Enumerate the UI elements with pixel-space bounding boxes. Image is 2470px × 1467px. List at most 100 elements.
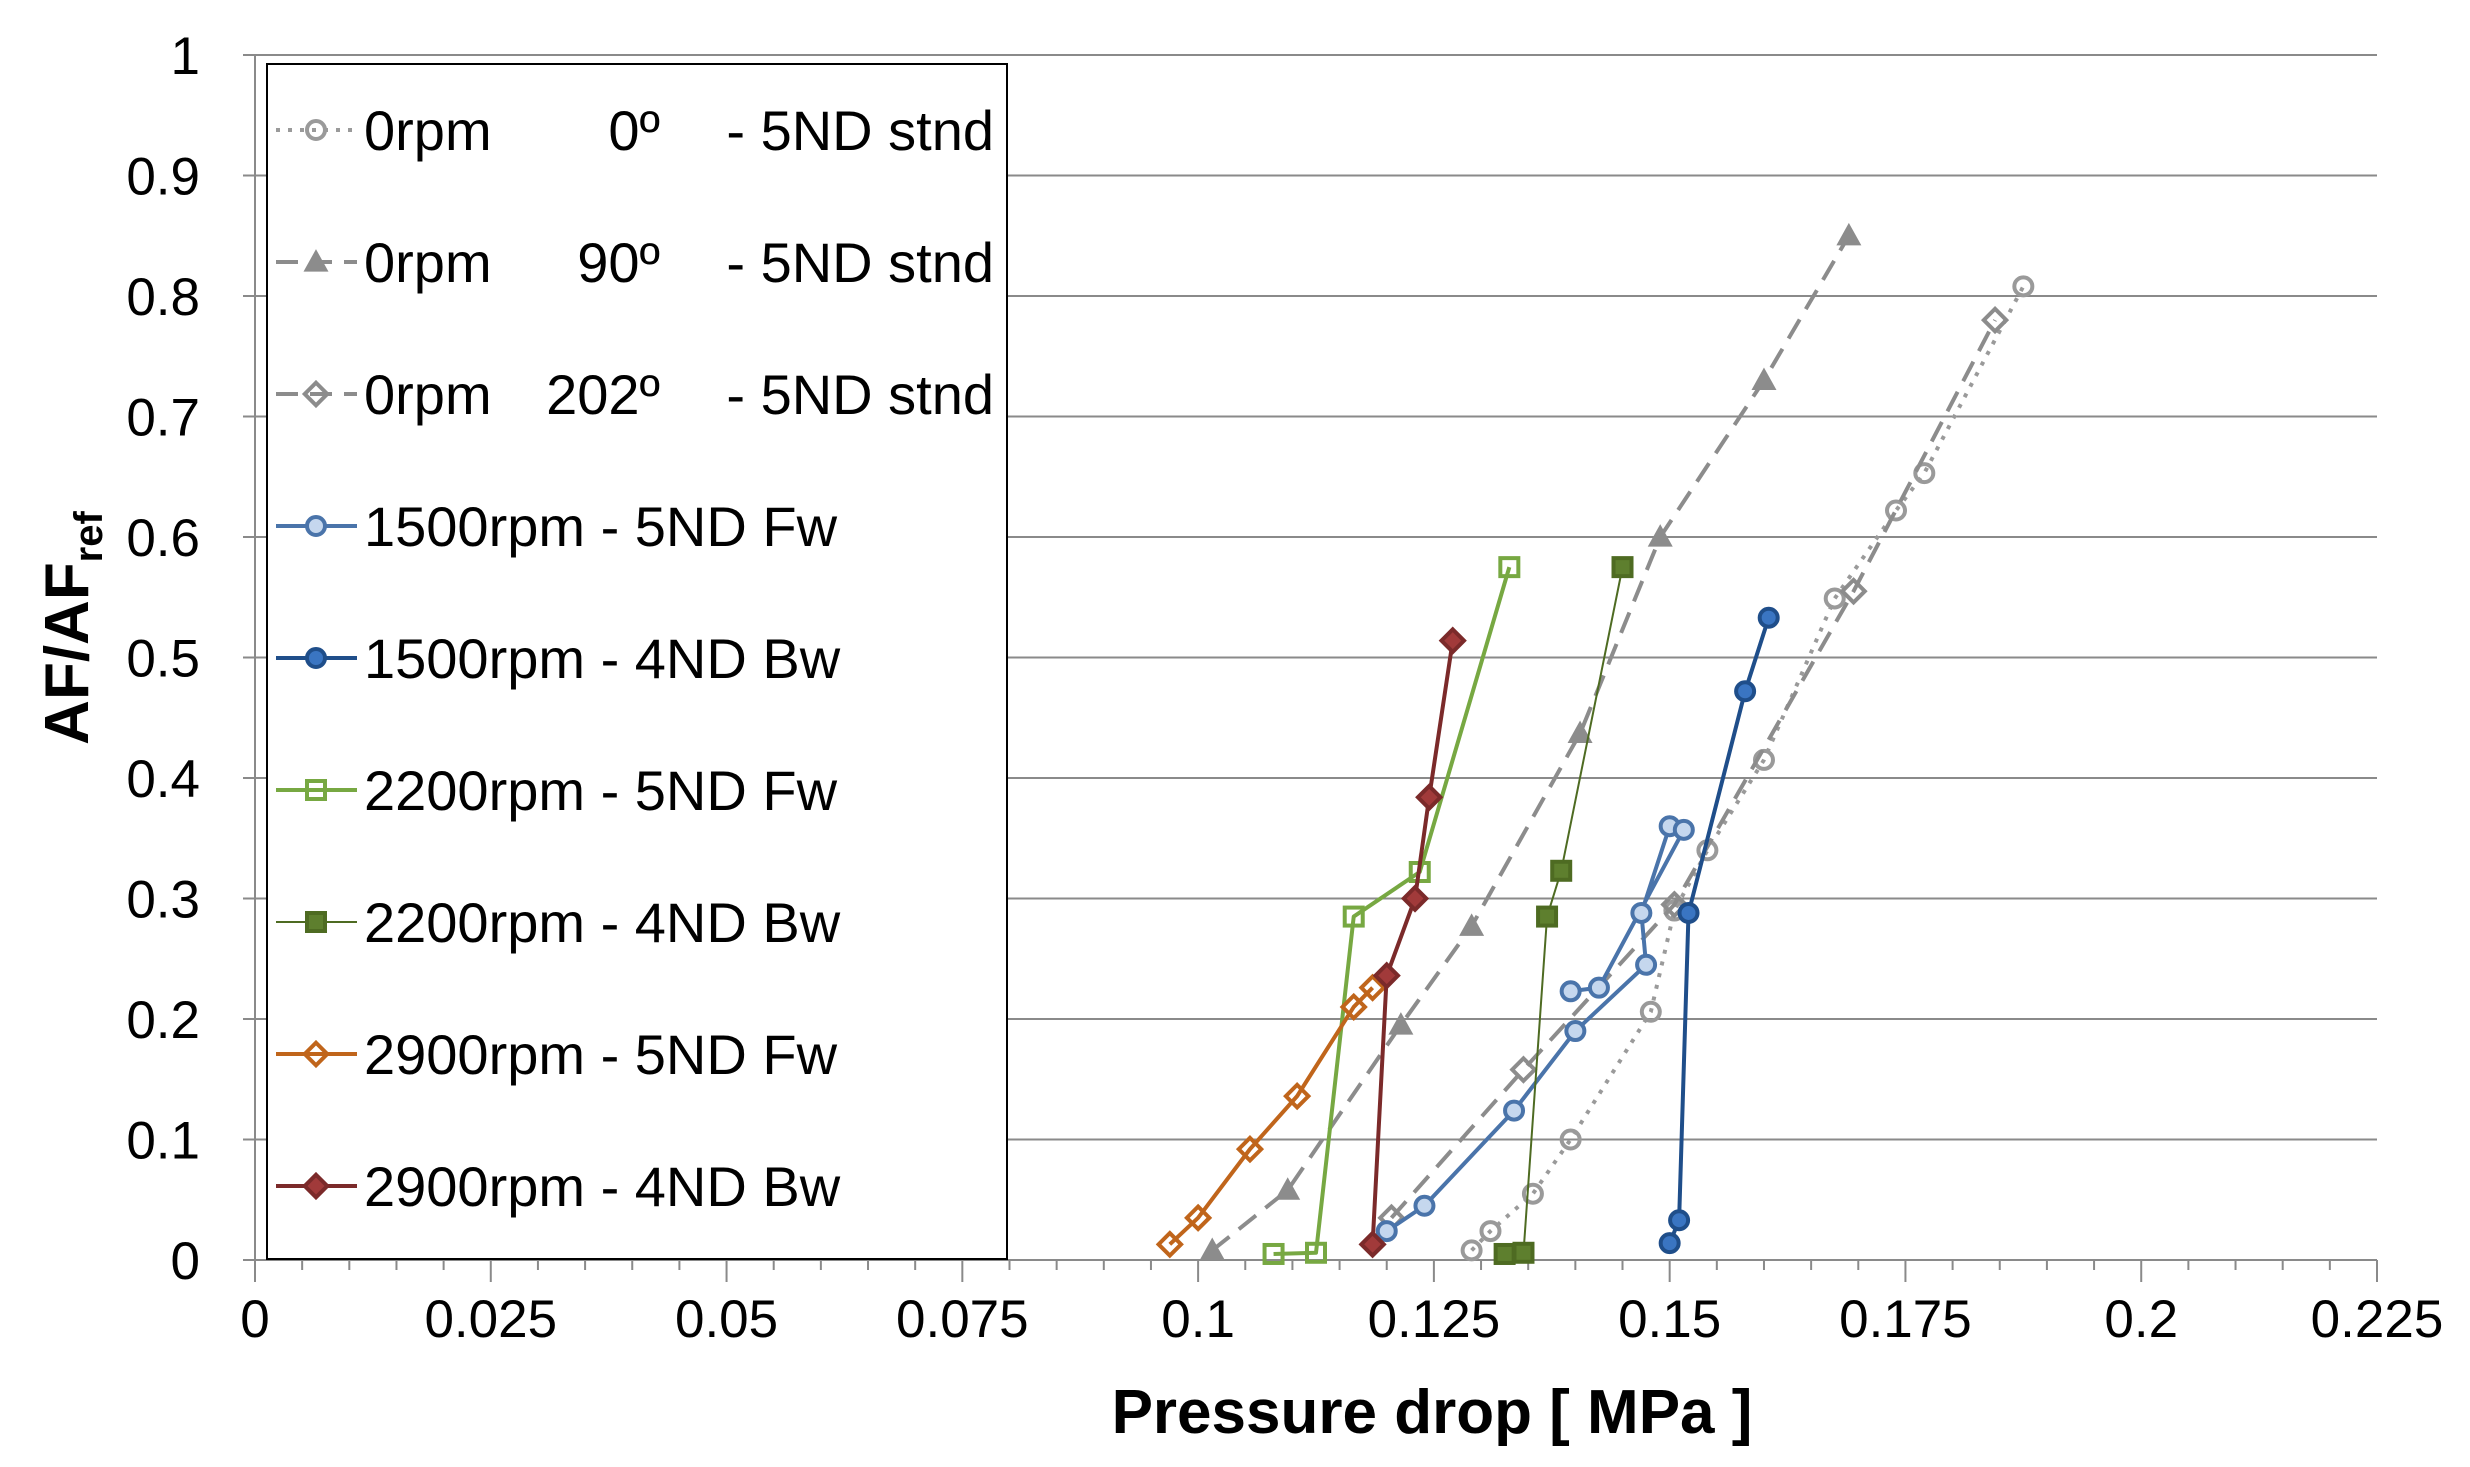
data-point	[1375, 1220, 1398, 1243]
series-8	[1155, 973, 1387, 1259]
data-point	[1199, 1237, 1225, 1260]
x-axis-title: Pressure drop [ MPa ]	[1112, 1378, 1753, 1447]
series-5	[1658, 606, 1780, 1255]
x-tick-labels: 0 0.025 0.05 0.075 0.1 0.125 0.15 0.175 0.2 0.225	[240, 1290, 2443, 1349]
x-tick-label: 0.05	[675, 1290, 778, 1349]
y-tick-label: 0	[171, 1232, 200, 1291]
series-line	[1389, 319, 1997, 1220]
x-tick-label: 0.125	[1368, 1290, 1501, 1349]
data-point	[1885, 499, 1908, 522]
legend-item: 0rpm 202º - 5ND stnd	[276, 363, 994, 426]
data-point	[1339, 992, 1368, 1022]
legend-marker	[305, 911, 327, 933]
series-9	[1358, 626, 1467, 1259]
legend-item: 1500rpm - 5ND Fw	[276, 495, 838, 558]
legend-label: 2900rpm - 4ND Bw	[364, 1155, 841, 1218]
legend-box	[266, 63, 1008, 1260]
legend-marker	[303, 249, 329, 272]
legend-item: 2200rpm - 4ND Bw	[276, 891, 841, 954]
data-point	[1550, 859, 1573, 882]
y-tick-labels: 0 0.1 0.2 0.3 0.4 0.5 0.6 0.7 0.8 0.9 1	[126, 27, 200, 1291]
x-tick-label: 0.15	[1618, 1290, 1721, 1349]
legend-marker	[305, 647, 327, 669]
legend-marker	[305, 515, 327, 537]
data-point	[1658, 1232, 1681, 1255]
legend-item: 0rpm 0º - 5ND stnd	[276, 99, 994, 162]
data-point	[1734, 680, 1757, 703]
x-tick-label: 0	[240, 1290, 269, 1349]
data-point	[1639, 1000, 1662, 1023]
legend-label: 1500rpm - 5ND Fw	[364, 495, 838, 558]
data-point	[1400, 884, 1430, 913]
data-point	[1415, 783, 1444, 812]
data-point	[1635, 953, 1658, 976]
data-point	[1479, 1220, 1502, 1243]
data-point	[1757, 606, 1780, 629]
series-line	[1211, 234, 1851, 1252]
data-series	[1155, 222, 2035, 1265]
data-point	[1677, 901, 1700, 924]
y-tick-label: 0.6	[126, 509, 200, 568]
data-point	[1275, 1177, 1301, 1200]
data-point	[1413, 1194, 1436, 1217]
data-point	[2012, 275, 2035, 298]
legend-item: 2200rpm - 5ND Fw	[276, 759, 838, 822]
data-point	[1305, 1241, 1327, 1264]
legend-label-angle: 0º	[608, 99, 660, 162]
series-1	[1460, 275, 2035, 1262]
data-point	[1647, 524, 1673, 547]
series-4	[1375, 815, 1695, 1243]
x-tick-label: 0.025	[424, 1290, 557, 1349]
legend-marker	[305, 119, 327, 141]
y-tick-label: 0.1	[126, 1112, 200, 1171]
y-axis-title-subscript: ref	[67, 510, 111, 562]
data-point	[1155, 1230, 1184, 1259]
y-axis-title-base: AF/AF	[33, 562, 102, 745]
legend-label: 2200rpm - 4ND Bw	[364, 891, 841, 954]
series-6	[1262, 556, 1521, 1265]
data-point	[1358, 1230, 1387, 1259]
data-point	[1512, 1241, 1535, 1264]
legend-item: 2900rpm - 5ND Fw	[276, 1023, 838, 1086]
data-point	[1559, 980, 1582, 1003]
y-tick-label: 1	[171, 27, 200, 86]
legend-item: 2900rpm - 4ND Bw	[276, 1155, 841, 1218]
data-point	[1283, 1082, 1312, 1111]
data-point	[1630, 901, 1653, 924]
legend-label: 2900rpm - 5ND Fw	[364, 1023, 838, 1086]
data-point	[1459, 913, 1485, 936]
data-point	[1358, 973, 1387, 1002]
data-point	[1564, 1020, 1587, 1043]
x-tick-label: 0.075	[896, 1290, 1029, 1349]
series-7	[1493, 556, 1634, 1265]
data-point	[1503, 1099, 1526, 1122]
legend-marker	[301, 379, 331, 409]
legend-label-config: - 5ND stnd	[726, 363, 994, 426]
data-point	[1567, 720, 1593, 744]
data-point	[1235, 1135, 1265, 1164]
legend-marker	[301, 1039, 331, 1069]
data-point	[1823, 587, 1846, 610]
legend-label: 2200rpm - 5ND Fw	[364, 759, 838, 822]
legend-label-speed: 0rpm	[364, 231, 492, 294]
data-point	[1493, 1242, 1516, 1265]
data-point	[1438, 626, 1467, 655]
legend-marker	[301, 1171, 331, 1201]
data-point	[1751, 367, 1777, 390]
data-point	[1668, 1209, 1691, 1232]
series-line	[1273, 566, 1512, 1256]
data-point	[1559, 1128, 1582, 1151]
data-point	[1660, 890, 1689, 919]
data-point	[1342, 905, 1365, 928]
legend: 0rpm 0º - 5ND stnd 0rpm 90º - 5ND stnd 0rpm 202…	[266, 63, 1008, 1260]
legend-item: 0rpm 90º - 5ND stnd	[276, 231, 994, 294]
y-tick-label: 0.7	[126, 389, 200, 448]
x-tick-label: 0.225	[2311, 1290, 2444, 1349]
legend-label: 1500rpm - 4ND Bw	[364, 627, 841, 690]
x-tick-label: 0.175	[1839, 1290, 1972, 1349]
data-point	[1980, 306, 2010, 335]
data-point	[1587, 976, 1610, 999]
x-tick-label: 0.2	[2104, 1290, 2178, 1349]
y-tick-label: 0.5	[126, 630, 200, 689]
data-point	[1184, 1203, 1213, 1232]
